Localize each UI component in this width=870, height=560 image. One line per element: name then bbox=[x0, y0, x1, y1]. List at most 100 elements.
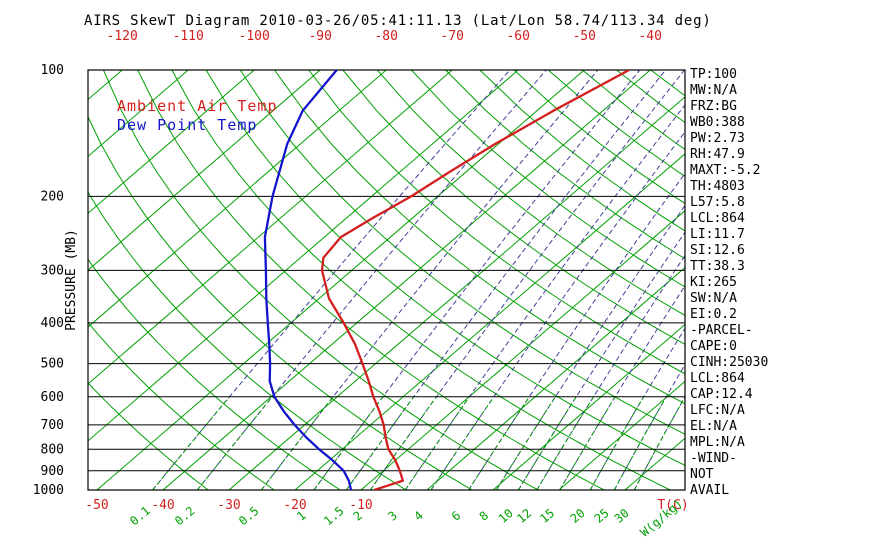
plot-frame bbox=[87, 69, 686, 491]
stats-line: LCL:864 bbox=[690, 211, 745, 226]
mixing-ratio-line-lower bbox=[261, 396, 334, 490]
dry-adiabat-line bbox=[239, 70, 685, 435]
bottom-temp-tick-label: -50 bbox=[85, 498, 108, 513]
stats-line: MW:N/A bbox=[690, 83, 737, 98]
stats-line: LFC:N/A bbox=[690, 403, 745, 418]
temperature-curve bbox=[320, 70, 630, 490]
mixing-ratio-line-lower bbox=[536, 396, 594, 490]
stats-line: TP:100 bbox=[690, 67, 737, 82]
mixing-ratio-line-lower bbox=[430, 396, 495, 490]
temp-unit-label: T(C) bbox=[657, 498, 688, 513]
mixing-ratio-line-lower bbox=[468, 396, 530, 490]
mixing-ratio-tick-label: 15 bbox=[537, 506, 557, 526]
dry-adiabat-line bbox=[88, 382, 209, 490]
mixing-ratio-line bbox=[559, 284, 685, 490]
mixing-ratio-line bbox=[430, 131, 685, 490]
grid-layer bbox=[88, 70, 685, 490]
top-temp-tick-label: -120 bbox=[107, 29, 138, 44]
mixing-ratio-line-lower bbox=[613, 396, 667, 490]
dry-adiabat-line bbox=[445, 70, 685, 260]
stats-line: RH:47.9 bbox=[690, 147, 745, 162]
mixing-ratio-tick-label: 4 bbox=[411, 508, 426, 523]
dry-adiabat-line bbox=[103, 70, 539, 490]
bottom-temp-tick-label: -20 bbox=[283, 498, 306, 513]
isotherm-line bbox=[228, 96, 685, 490]
stats-line: CAPE:0 bbox=[690, 339, 737, 354]
mixing-ratio-line bbox=[313, 70, 641, 490]
top-temp-tick-label: -110 bbox=[173, 29, 204, 44]
stats-line: CINH:25030 bbox=[690, 355, 768, 370]
bottom-temp-tick-label: -30 bbox=[217, 498, 240, 513]
mixing-ratio-line-lower bbox=[589, 396, 645, 490]
isotherm-line bbox=[88, 70, 453, 385]
mixing-ratio-line bbox=[152, 70, 511, 490]
isotherm-line bbox=[88, 70, 519, 442]
pressure-tick-label: 100 bbox=[41, 63, 64, 78]
dry-adiabat-line bbox=[171, 70, 671, 490]
mixing-ratio-line bbox=[495, 204, 685, 490]
stats-line: PW:2.73 bbox=[690, 131, 745, 146]
mixing-ratio-tick-label: 20 bbox=[568, 506, 588, 526]
mixing-ratio-line bbox=[613, 363, 685, 490]
mixing-ratio-line bbox=[261, 70, 599, 490]
dry-adiabat-line bbox=[205, 70, 685, 466]
mixing-ratio-line bbox=[369, 70, 685, 490]
dewpoint-curve bbox=[263, 70, 353, 490]
stats-line: MPL:N/A bbox=[690, 435, 745, 450]
stats-line: MAXT:-5.2 bbox=[690, 163, 760, 178]
stats-line: AVAIL bbox=[690, 483, 729, 498]
dry-adiabat-line bbox=[342, 70, 685, 345]
mixing-ratio-tick-label: 8 bbox=[477, 508, 492, 523]
mixing-ratio-tick-label: 30 bbox=[612, 506, 632, 526]
pressure-tick-label: 700 bbox=[41, 418, 64, 433]
chart-title: AIRS SkewT Diagram 2010-03-26/05:41:11.1… bbox=[84, 13, 712, 29]
stats-line: SW:N/A bbox=[690, 291, 737, 306]
isotherm-line bbox=[426, 266, 685, 490]
stats-line: EL:N/A bbox=[690, 419, 737, 434]
mixing-ratio-tick-label: 3 bbox=[385, 508, 400, 523]
stats-line: -PARCEL- bbox=[690, 323, 753, 338]
dry-adiabat-line bbox=[88, 191, 407, 490]
isotherm-line bbox=[558, 380, 685, 490]
stats-line: L57:5.8 bbox=[690, 195, 745, 210]
dry-adiabat-line bbox=[411, 70, 685, 288]
mixing-ratio-line-lower bbox=[559, 396, 616, 490]
dry-adiabat-line bbox=[274, 70, 685, 405]
legend-dew-point-temp: Dew Point Temp bbox=[117, 116, 257, 134]
top-temp-tick-label: -90 bbox=[308, 29, 331, 44]
pressure-tick-label: 500 bbox=[41, 357, 64, 372]
stats-line: WB0:388 bbox=[690, 115, 745, 130]
stats-line: LI:11.7 bbox=[690, 227, 745, 242]
stats-line: EI:0.2 bbox=[690, 307, 737, 322]
stats-line: TT:38.3 bbox=[690, 259, 745, 274]
top-temp-tick-label: -40 bbox=[638, 29, 661, 44]
dry-adiabat-line bbox=[650, 70, 685, 97]
mixing-ratio-line bbox=[633, 395, 685, 490]
top-temp-tick-label: -60 bbox=[506, 29, 529, 44]
pressure-tick-label: 600 bbox=[41, 390, 64, 405]
mixing-ratio-line bbox=[345, 70, 666, 490]
stats-line: -WIND- bbox=[690, 451, 737, 466]
pressure-tick-label: 300 bbox=[41, 263, 64, 278]
mixing-ratio-line-lower bbox=[197, 396, 273, 490]
bottom-temp-tick-label: -40 bbox=[151, 498, 174, 513]
mixing-ratio-tick-label: 6 bbox=[449, 508, 464, 523]
top-temp-tick-label: -100 bbox=[239, 29, 270, 44]
pressure-axis-title: PRESSURE (MB) bbox=[64, 229, 79, 331]
mixing-ratio-line-lower bbox=[495, 396, 556, 490]
stats-line: NOT bbox=[690, 467, 714, 482]
pressure-tick-label: 400 bbox=[41, 316, 64, 331]
legend-ambient-air-temp: Ambient Air Temp bbox=[117, 97, 278, 115]
stats-line: TH:4803 bbox=[690, 179, 745, 194]
static-text-layer: AIRS SkewT Diagram 2010-03-26/05:41:11.1… bbox=[64, 13, 712, 540]
dry-adiabat-line bbox=[88, 258, 341, 490]
isotherm-line bbox=[88, 70, 189, 158]
bottom-temp-tick-label: -10 bbox=[349, 498, 372, 513]
stats-line: CAP:12.4 bbox=[690, 387, 753, 402]
mixing-ratio-line bbox=[197, 70, 547, 490]
dry-adiabat-line bbox=[137, 70, 605, 490]
top-temp-tick-label: -50 bbox=[572, 29, 595, 44]
mixing-ratio-line bbox=[404, 104, 685, 490]
